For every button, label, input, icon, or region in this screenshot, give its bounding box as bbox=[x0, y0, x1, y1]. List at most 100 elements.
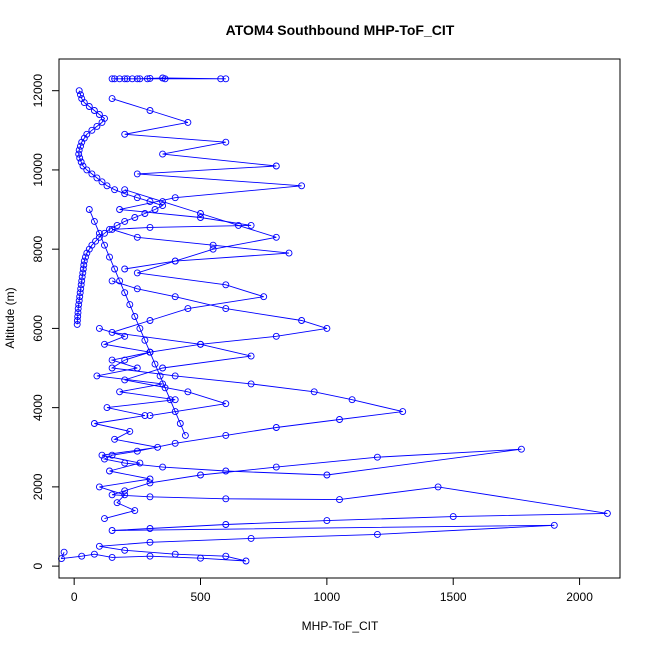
data-point bbox=[171, 439, 179, 447]
data-point bbox=[159, 463, 167, 471]
data-point bbox=[111, 75, 119, 83]
data-point bbox=[603, 509, 611, 517]
data-point bbox=[323, 517, 331, 525]
data-point bbox=[80, 99, 88, 107]
data-point bbox=[106, 253, 113, 261]
data-point bbox=[76, 289, 84, 297]
y-tick-label: 12000 bbox=[31, 74, 45, 108]
data-point bbox=[75, 301, 83, 309]
data-point bbox=[209, 245, 217, 253]
data-point bbox=[98, 178, 106, 186]
data-point bbox=[121, 289, 129, 297]
data-point bbox=[159, 364, 167, 372]
series-0 bbox=[108, 74, 230, 83]
data-point bbox=[108, 553, 116, 561]
y-tick-label: 6000 bbox=[31, 315, 45, 342]
data-point bbox=[108, 225, 116, 233]
data-point bbox=[146, 317, 154, 324]
data-point bbox=[146, 475, 154, 483]
data-point bbox=[161, 384, 169, 392]
data-point bbox=[95, 483, 103, 491]
data-point bbox=[399, 408, 407, 416]
data-point bbox=[77, 158, 85, 166]
data-point bbox=[146, 479, 154, 487]
data-point bbox=[247, 380, 255, 388]
data-point bbox=[133, 75, 141, 83]
data-point bbox=[209, 241, 217, 249]
data-point bbox=[75, 297, 83, 305]
data-point bbox=[90, 217, 98, 225]
x-tick-label: 0 bbox=[71, 590, 78, 604]
data-point bbox=[146, 493, 154, 501]
data-point bbox=[116, 75, 124, 83]
data-point bbox=[90, 107, 98, 114]
data-point bbox=[108, 491, 116, 499]
data-point bbox=[146, 107, 154, 114]
data-point bbox=[101, 229, 108, 237]
data-point bbox=[88, 126, 96, 134]
data-point bbox=[323, 471, 331, 479]
data-point bbox=[121, 217, 129, 225]
data-point bbox=[146, 74, 154, 82]
data-point bbox=[146, 552, 154, 560]
series-line bbox=[88, 209, 186, 436]
chart-title: ATOM4 Southbound MHP-ToF_CIT bbox=[226, 22, 455, 38]
data-point bbox=[60, 548, 68, 556]
data-point bbox=[78, 552, 86, 560]
data-point bbox=[101, 515, 108, 523]
data-point bbox=[154, 443, 162, 451]
data-point bbox=[517, 445, 525, 453]
data-point bbox=[184, 305, 192, 313]
data-point bbox=[73, 317, 81, 324]
data-point bbox=[111, 265, 119, 273]
data-point bbox=[146, 348, 154, 356]
data-point bbox=[146, 198, 154, 206]
data-point bbox=[95, 111, 103, 118]
data-point bbox=[121, 376, 129, 384]
data-point bbox=[121, 487, 129, 495]
x-tick-label: 500 bbox=[190, 590, 210, 604]
data-point bbox=[550, 521, 558, 529]
data-point bbox=[222, 400, 230, 408]
data-point bbox=[247, 221, 255, 229]
data-point bbox=[197, 210, 204, 217]
data-point bbox=[75, 146, 83, 154]
plot-frame bbox=[58, 58, 621, 579]
data-point bbox=[131, 507, 139, 515]
data-point bbox=[108, 527, 116, 534]
data-point bbox=[222, 281, 230, 289]
data-point bbox=[373, 530, 381, 538]
data-point bbox=[80, 261, 88, 269]
data-point bbox=[98, 451, 106, 459]
data-point bbox=[108, 328, 116, 336]
data-point bbox=[449, 513, 457, 521]
data-point bbox=[181, 431, 189, 439]
data-point bbox=[272, 332, 280, 340]
data-point bbox=[133, 170, 141, 178]
data-point bbox=[136, 75, 144, 83]
x-axis-label: MHP-ToF_CIT bbox=[302, 619, 379, 633]
series-line bbox=[94, 327, 176, 520]
data-point bbox=[166, 396, 174, 404]
x-tick-label: 1000 bbox=[314, 590, 341, 604]
data-point bbox=[121, 186, 129, 194]
data-point bbox=[143, 75, 151, 83]
data-point bbox=[95, 229, 103, 237]
data-point bbox=[336, 416, 343, 423]
data-point bbox=[76, 154, 84, 162]
data-point bbox=[136, 324, 144, 332]
data-point bbox=[272, 233, 280, 241]
data-point bbox=[136, 459, 144, 467]
data-point bbox=[93, 174, 101, 182]
series-3 bbox=[58, 277, 611, 565]
data-point bbox=[116, 206, 124, 213]
series-5 bbox=[108, 186, 280, 420]
series-line bbox=[76, 90, 164, 325]
data-point bbox=[222, 305, 230, 313]
data-point bbox=[171, 293, 179, 301]
data-point bbox=[298, 317, 306, 324]
y-axis-label: Altitude (m) bbox=[3, 287, 17, 348]
data-point bbox=[272, 162, 280, 170]
data-point bbox=[247, 534, 255, 542]
